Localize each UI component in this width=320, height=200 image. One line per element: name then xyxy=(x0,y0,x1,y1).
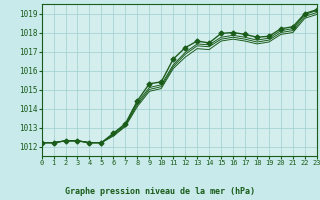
Text: Graphe pression niveau de la mer (hPa): Graphe pression niveau de la mer (hPa) xyxy=(65,187,255,196)
